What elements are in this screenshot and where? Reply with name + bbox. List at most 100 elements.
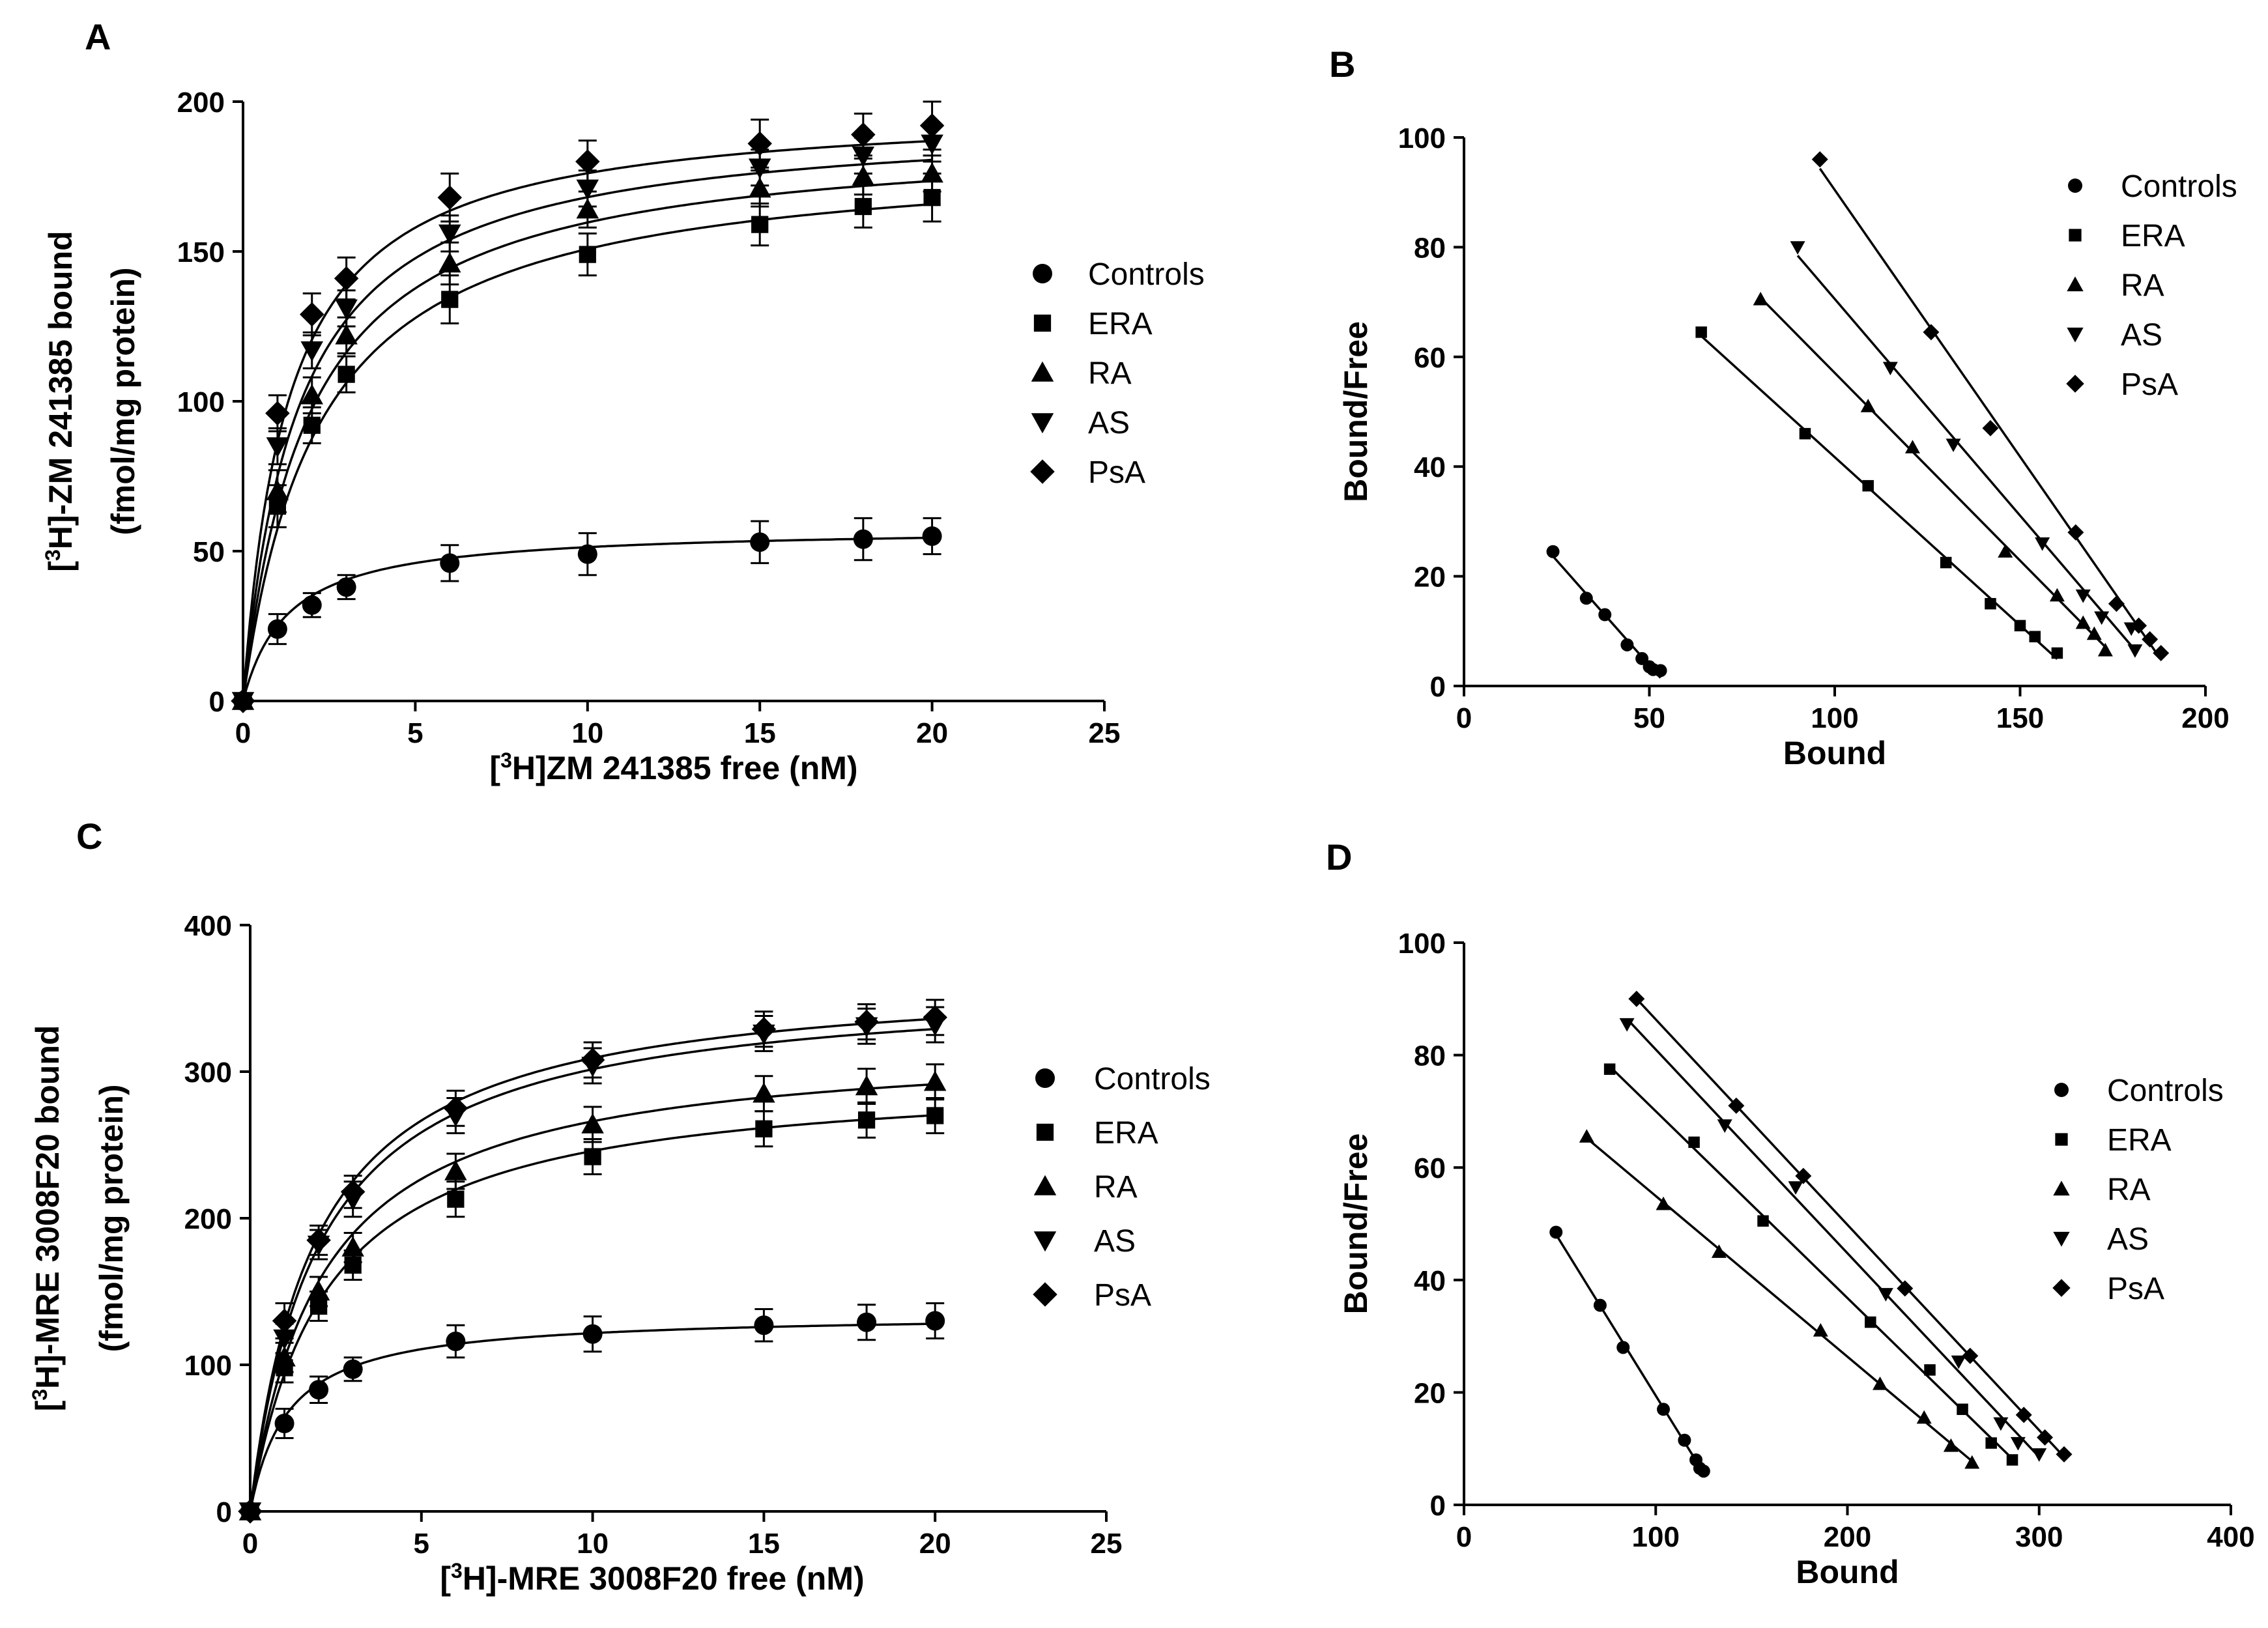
x-tick-label: 300 [2015,1521,2063,1553]
data-point [309,1380,329,1400]
legend-marker [1033,1175,1057,1195]
series-controls [1546,545,1667,679]
data-point [851,122,876,147]
data-point [1993,1417,2009,1431]
data-point [2035,537,2050,551]
data-point [1656,1196,1671,1210]
y-tick-label: 20 [1414,562,1446,593]
series-psa [238,999,947,1524]
data-point [1795,1167,1812,1184]
data-point [1598,608,1612,621]
data-point [341,1236,364,1257]
data-point [273,1346,296,1367]
legend-label: ERA [1094,1116,1158,1150]
data-point [340,1179,366,1205]
y-tick-label: 100 [1398,122,1446,154]
data-point [1862,479,1874,492]
y-tick-label: 20 [1414,1377,1446,1409]
data-point [753,1082,775,1103]
data-point [1964,1455,1980,1469]
y-axis-label: Bound/Free [1338,1134,1374,1315]
data-point [1897,1280,1914,1297]
data-point [444,1160,467,1180]
data-point [1757,1215,1769,1227]
data-point [2006,1454,2018,1466]
y-tick-label: 40 [1414,1265,1446,1297]
legend-label: PsA [2121,367,2178,402]
x-tick-label: 25 [1089,717,1121,749]
x-tick-label: 150 [1996,702,2044,734]
data-point [2075,589,2091,603]
data-point [272,1308,297,1334]
legend-label: RA [2121,268,2164,303]
data-point [2097,642,2113,657]
data-point [441,291,459,308]
data-point [438,224,461,245]
data-point [1579,592,1593,605]
data-point [2094,611,2110,625]
data-point [1628,990,1645,1007]
legend-item-ra: RA [2067,268,2164,303]
data-point [1546,545,1560,558]
series-era [1603,1063,2018,1466]
data-point [1811,151,1828,168]
legend-marker [2055,1133,2068,1146]
series-psa [231,100,945,713]
legend-marker [1033,1282,1057,1307]
data-point [1860,399,1876,412]
data-point [438,252,461,273]
x-axis-label: [3H]ZM 241385 free (nM) [489,749,857,786]
data-point [302,595,322,615]
data-point [1695,326,1707,338]
data-point [1678,1433,1691,1447]
legend-marker [2053,1231,2070,1247]
series-controls [1549,1225,1710,1478]
data-point [1620,638,1634,651]
data-point [1711,1244,1727,1258]
legend-label: AS [2107,1222,2149,1257]
y-tick-label: 40 [1414,451,1446,483]
x-tick-label: 100 [1811,702,1858,734]
data-point [2051,647,2063,659]
data-point [1799,427,1811,440]
data-point [922,526,942,546]
legend-label: AS [1088,406,1130,440]
data-point [2142,631,2159,648]
legend-label: Controls [2107,1074,2224,1108]
legend-label: RA [1088,356,1132,391]
data-point [446,1332,466,1351]
data-point [2010,1436,2026,1451]
series-ra [1753,291,2113,657]
y-axis-label-line-2: (fmol/mg protein) [93,1084,130,1352]
data-point [1943,1438,1959,1452]
data-point [853,529,873,549]
legend-item-psa: PsA [1033,1278,1151,1313]
regression-line [1700,335,2058,660]
legend-label: PsA [1088,455,1145,490]
data-point [580,1048,605,1072]
legend-item-controls: Controls [2068,169,2237,204]
data-point [748,158,771,179]
data-point [582,1324,603,1344]
x-tick-label: 15 [748,1528,780,1560]
data-point [1951,1355,1966,1369]
data-point [265,401,290,426]
data-point [584,1148,601,1165]
data-point [1753,291,1768,306]
legend-item-psa: PsA [2052,1272,2164,1306]
data-point [921,162,943,183]
data-point [576,198,599,219]
data-point [2056,1446,2073,1463]
legend-marker [2068,179,2082,193]
legend-label: ERA [2121,219,2185,253]
y-tick-label: 60 [1414,342,1446,374]
y-tick-label: 0 [1430,671,1446,703]
x-tick-label: 10 [577,1528,609,1560]
legend-label: AS [1094,1224,1136,1259]
series-as [1619,1018,2047,1462]
legend-marker [2054,1083,2069,1097]
data-point [306,1228,331,1253]
regression-line [1796,255,2136,651]
data-point [747,131,772,156]
data-point [923,1070,947,1091]
